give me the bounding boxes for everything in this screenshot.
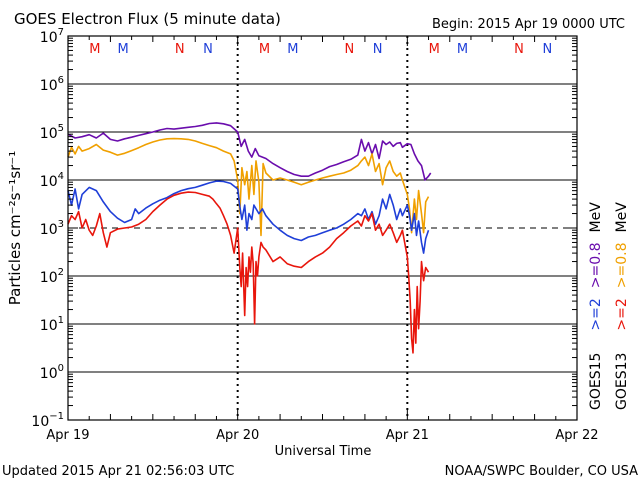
y-tick-label: 103 xyxy=(40,219,64,238)
series-line xyxy=(67,191,430,354)
y-axis-label: Particles cm⁻²s⁻¹sr⁻¹ xyxy=(6,151,24,305)
noon-midnight-label: M xyxy=(118,42,129,57)
noon-midnight-label: N xyxy=(542,42,552,57)
x-axis-ticks: Apr 19 Apr 20 Apr 21 Apr 22 xyxy=(46,36,599,443)
y-tick-label: 105 xyxy=(40,123,64,142)
noon-midnight-label: M xyxy=(89,42,100,57)
y-tick-label: 104 xyxy=(40,171,64,190)
noon-midnight-label: N xyxy=(175,42,185,57)
series-line xyxy=(67,122,432,181)
y-tick-label: 100 xyxy=(40,363,64,382)
noon-midnight-label: N xyxy=(514,42,524,57)
x-axis-label: Universal Time xyxy=(275,444,372,459)
y-tick-label: 102 xyxy=(40,267,64,286)
y-tick-label: 107 xyxy=(40,27,64,46)
noon-midnight-label: M xyxy=(287,42,298,57)
noon-midnight-label: M xyxy=(259,42,270,57)
series-line xyxy=(67,180,430,254)
noon-midnight-label: M xyxy=(457,42,468,57)
x-tick-label: Apr 22 xyxy=(555,428,598,443)
noon-midnight-label: M xyxy=(429,42,440,57)
series-group xyxy=(67,122,432,354)
noon-midnight-label: N xyxy=(344,42,354,57)
begin-time-label: Begin: 2015 Apr 19 0000 UTC xyxy=(432,17,625,32)
series-line xyxy=(67,137,430,237)
x-tick-label: Apr 20 xyxy=(216,428,259,443)
y-tick-label: 106 xyxy=(40,75,64,94)
credit-label: NOAA/SWPC Boulder, CO USA xyxy=(445,464,638,479)
noon-midnight-label: N xyxy=(373,42,383,57)
noon-midnight-label: N xyxy=(203,42,213,57)
x-tick-label: Apr 19 xyxy=(46,428,89,443)
chart-title: GOES Electron Flux (5 minute data) xyxy=(14,10,281,28)
x-tick-label: Apr 21 xyxy=(386,428,429,443)
legend: GOES15>=2>=0.8MeV GOES13>=2>=0.8MeV xyxy=(588,202,630,410)
updated-timestamp: Updated 2015 Apr 21 02:56:03 UTC xyxy=(2,464,234,479)
legend-group: GOES15>=2>=0.8MeV xyxy=(588,202,604,410)
y-tick-label: 101 xyxy=(40,315,64,334)
legend-group: GOES13>=2>=0.8MeV xyxy=(614,202,630,410)
